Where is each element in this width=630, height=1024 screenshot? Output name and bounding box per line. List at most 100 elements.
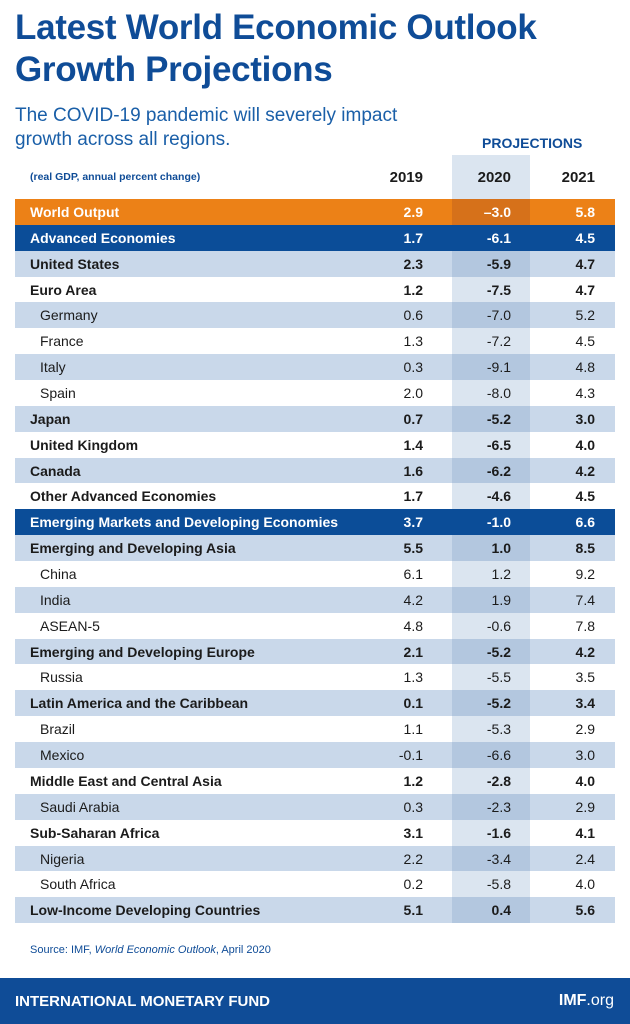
cell-shade xyxy=(452,793,530,820)
value: 2.1 xyxy=(403,643,423,660)
value: 1.0 xyxy=(491,540,511,557)
value: 1.7 xyxy=(403,488,423,505)
country-row: Germany 0.6 -7.0 5.2 xyxy=(15,302,615,329)
cell-shade xyxy=(452,664,530,691)
region-row: Euro Area 1.2 -7.5 4.7 xyxy=(15,276,615,303)
region-row: Japan 0.7 -5.2 3.0 xyxy=(15,405,615,432)
country-row: France 1.3 -7.2 4.5 xyxy=(15,328,615,355)
value: 2.2 xyxy=(403,850,423,867)
value: 3.5 xyxy=(575,669,595,686)
source-text: , April 2020 xyxy=(215,944,271,956)
site-bold: IMF xyxy=(558,992,587,1009)
value: -3.4 xyxy=(486,850,511,867)
row-label: Low-Income Developing Countries xyxy=(30,902,261,919)
value: -5.3 xyxy=(486,721,511,738)
value: 1.2 xyxy=(403,772,423,789)
value: 4.8 xyxy=(403,617,423,634)
cell-shade xyxy=(452,483,530,510)
organization: INTERNATIONAL MONETARY FUND xyxy=(15,993,270,1010)
value: 8.5 xyxy=(575,540,595,557)
row-label: United Kingdom xyxy=(30,436,139,453)
value: 5.5 xyxy=(403,540,423,557)
value: 4.5 xyxy=(575,333,595,350)
cell-shade xyxy=(452,716,530,743)
cell-shade xyxy=(452,199,530,225)
value: 1.6 xyxy=(403,462,423,479)
value: 5.8 xyxy=(575,204,595,220)
value: 1.4 xyxy=(403,436,423,453)
value: 4.5 xyxy=(575,229,595,246)
value: -2.3 xyxy=(486,798,511,815)
cell-shade xyxy=(452,354,530,381)
value: 3.7 xyxy=(403,514,423,531)
footer-bar: INTERNATIONAL MONETARY FUND IMF.org xyxy=(0,978,630,1024)
country-row: Mexico -0.1 -6.6 3.0 xyxy=(15,742,615,769)
value: -6.2 xyxy=(486,462,511,479)
row-label: Spain xyxy=(40,385,76,402)
value: 2.4 xyxy=(575,850,595,867)
value: -5.5 xyxy=(486,669,511,686)
value: 4.2 xyxy=(575,643,595,660)
projections-label: PROJECTIONS xyxy=(482,135,583,151)
value: -5.2 xyxy=(486,695,511,712)
value: -7.5 xyxy=(486,281,511,298)
value: 7.8 xyxy=(575,617,595,634)
value: -8.0 xyxy=(486,385,511,402)
row-label: France xyxy=(40,333,84,350)
cell-shade xyxy=(452,819,530,846)
region-row: United States 2.3 -5.9 4.7 xyxy=(15,250,615,277)
value: 4.1 xyxy=(575,824,595,841)
row-label: India xyxy=(40,591,71,608)
region-row: Low-Income Developing Countries 5.1 0.4 5.6 xyxy=(15,897,615,924)
value: -4.6 xyxy=(486,488,511,505)
cell-shade xyxy=(452,742,530,769)
value: -0.6 xyxy=(486,617,511,634)
value: 1.3 xyxy=(403,669,423,686)
country-row: Brazil 1.1 -5.3 2.9 xyxy=(15,716,615,743)
value: 6.1 xyxy=(403,566,423,583)
row-label: South Africa xyxy=(40,876,116,893)
row-label: Saudi Arabia xyxy=(40,798,120,815)
row-label: Advanced Economies xyxy=(30,229,176,246)
value: -5.9 xyxy=(486,255,511,272)
value: -6.1 xyxy=(486,229,511,246)
cell-shade xyxy=(452,250,530,277)
value: 4.0 xyxy=(575,436,595,453)
row-label: China xyxy=(40,566,77,583)
value: 6.6 xyxy=(575,514,595,531)
value: 1.9 xyxy=(491,591,511,608)
value: 0.4 xyxy=(491,902,511,919)
value: 4.2 xyxy=(403,591,423,608)
country-row: ASEAN-5 4.8 -0.6 7.8 xyxy=(15,612,615,639)
row-label: Emerging Markets and Developing Economie… xyxy=(30,514,339,531)
value: 2.0 xyxy=(403,385,423,402)
row-label: World Output xyxy=(30,204,120,220)
region-row: Sub-Saharan Africa 3.1 -1.6 4.1 xyxy=(15,819,615,846)
value: -5.2 xyxy=(486,410,511,427)
title-line: Latest World Economic Outlook xyxy=(15,8,537,47)
cell-shade xyxy=(452,302,530,329)
value: 3.0 xyxy=(575,410,595,427)
world-row: World Output 2.9 –3.0 5.8 xyxy=(15,199,615,225)
value: 0.3 xyxy=(403,359,423,376)
cell-shade xyxy=(452,457,530,484)
cell-shade xyxy=(452,224,530,251)
country-row: Spain 2.0 -8.0 4.3 xyxy=(15,380,615,407)
title-line: Growth Projections xyxy=(15,50,333,89)
country-row: Italy 0.3 -9.1 4.8 xyxy=(15,354,615,381)
value: 7.4 xyxy=(575,591,595,608)
value: 4.3 xyxy=(575,385,595,402)
row-label: Canada xyxy=(30,462,81,479)
value: 5.1 xyxy=(403,902,423,919)
value: 5.2 xyxy=(575,307,595,324)
cell-shade xyxy=(452,535,530,562)
row-label: Japan xyxy=(30,410,71,427)
region-row: Emerging and Developing Asia 5.5 1.0 8.5 xyxy=(15,535,615,562)
year-header: 2019 xyxy=(389,169,423,186)
value: 4.8 xyxy=(575,359,595,376)
row-label: Mexico xyxy=(40,747,85,764)
value: -5.8 xyxy=(486,876,511,893)
value: 4.2 xyxy=(575,462,595,479)
value: 5.6 xyxy=(575,902,595,919)
cell-shade xyxy=(452,871,530,898)
